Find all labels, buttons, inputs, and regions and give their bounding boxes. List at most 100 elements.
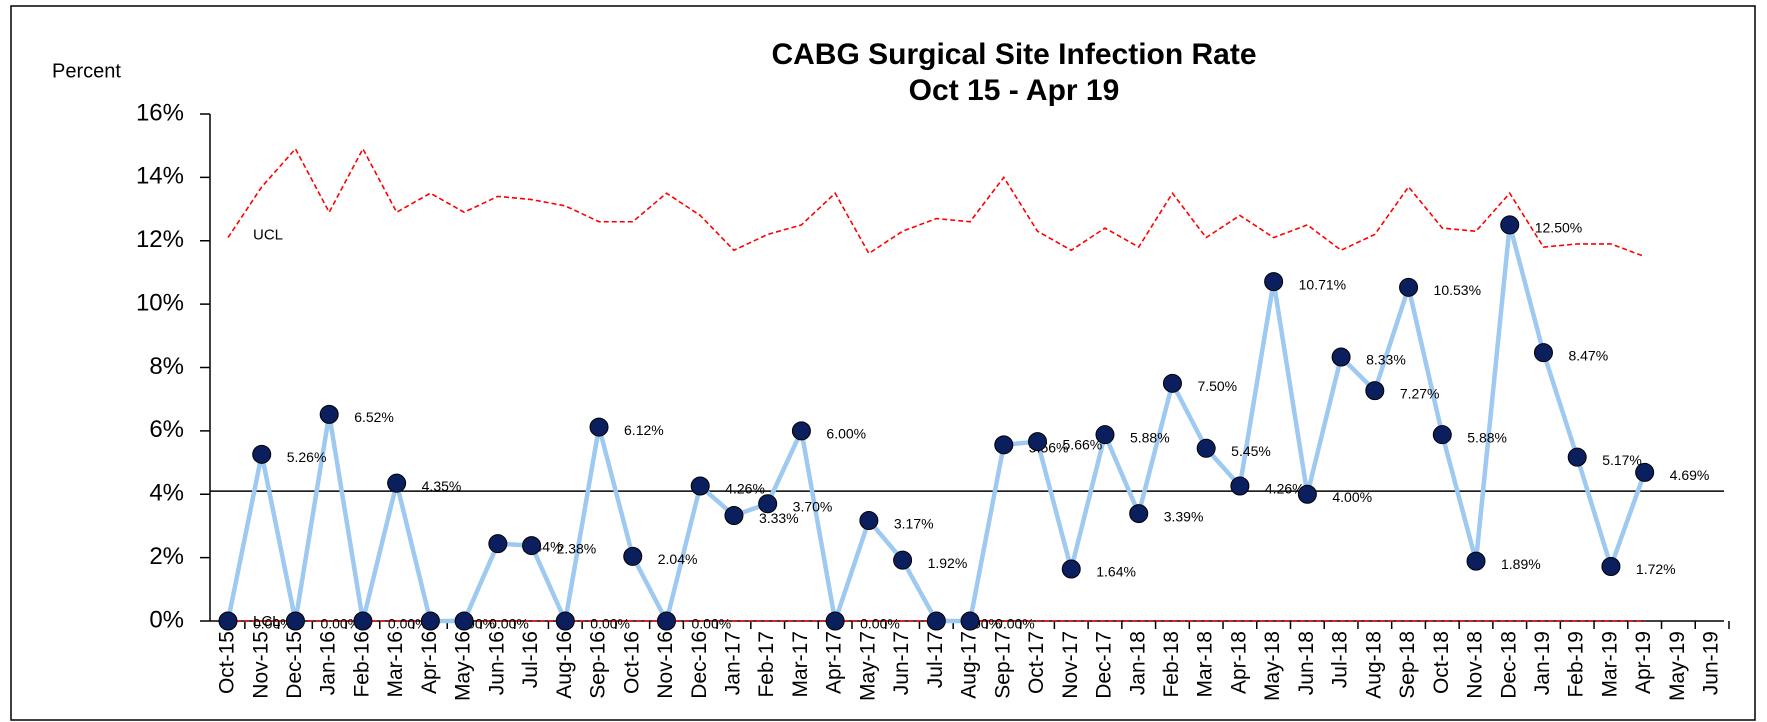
data-label: 0.00% <box>320 616 360 632</box>
data-point <box>1162 373 1182 393</box>
data-label: 3.33% <box>759 510 799 526</box>
x-tick-label: Mar-17 <box>789 631 812 698</box>
data-label: 6.52% <box>354 409 394 425</box>
data-label: 3.39% <box>1164 508 1204 524</box>
data-label: 10.53% <box>1434 282 1481 298</box>
data-point <box>1230 476 1250 496</box>
data-label: 0.00% <box>590 616 630 632</box>
x-tick-label: Sep-18 <box>1396 631 1419 699</box>
y-tick-label: 0% <box>149 606 184 633</box>
x-tick-label: Feb-18 <box>1160 631 1183 698</box>
data-point <box>724 505 744 525</box>
data-label: 4.35% <box>422 478 462 494</box>
data-label: 7.27% <box>1400 385 1440 401</box>
data-label: 6.00% <box>826 426 866 442</box>
data-point <box>488 534 508 554</box>
data-point <box>319 404 339 424</box>
data-point <box>1432 425 1452 445</box>
x-tick-label: Mar-18 <box>1194 631 1217 698</box>
x-tick-label: Apr-16 <box>418 631 441 694</box>
data-label: 8.47% <box>1568 347 1608 363</box>
data-label: 0.00% <box>253 616 293 632</box>
data-label: 10.71% <box>1299 276 1346 292</box>
data-point <box>623 546 643 566</box>
x-tick-label: Mar-16 <box>384 631 407 698</box>
data-label: 5.26% <box>287 449 327 465</box>
x-tick-label: Dec-17 <box>1093 631 1116 699</box>
x-tick-label: Jul-18 <box>1329 631 1352 688</box>
data-label: 0.00% <box>860 616 900 632</box>
data-point <box>522 536 542 556</box>
x-tick-label: Jun-19 <box>1700 631 1723 695</box>
data-point <box>1500 215 1520 235</box>
data-point <box>454 611 474 631</box>
x-tick-label: Dec-15 <box>283 631 306 699</box>
data-label: 1.89% <box>1501 556 1541 572</box>
x-tick-label: Aug-17 <box>958 631 981 699</box>
x-tick-label: Jan-16 <box>317 631 340 695</box>
y-tick-label: 8% <box>149 353 184 380</box>
data-label: 3.17% <box>894 515 934 531</box>
data-label: 1.72% <box>1636 561 1676 577</box>
data-point <box>1567 447 1587 467</box>
data-label: 5.88% <box>1130 429 1170 445</box>
x-tick-label: Apr-17 <box>823 631 846 694</box>
y-tick-label: 12% <box>136 226 184 253</box>
data-label: 5.88% <box>1467 429 1507 445</box>
data-label: 7.50% <box>1197 378 1237 394</box>
data-label: 5.17% <box>1602 452 1642 468</box>
x-tick-label: Mar-19 <box>1598 631 1621 698</box>
x-tick-label: Jun-16 <box>485 631 508 695</box>
y-tick-label: 16% <box>136 99 184 126</box>
data-point <box>1196 438 1216 458</box>
x-tick-label: Nov-15 <box>249 631 272 699</box>
y-tick-label: 4% <box>149 480 184 507</box>
data-label: 5.45% <box>1231 443 1271 459</box>
y-tick-label: 2% <box>149 543 184 570</box>
data-point <box>1095 425 1115 445</box>
x-tick-label: Oct-18 <box>1430 631 1453 694</box>
data-point <box>1466 551 1486 571</box>
x-tick-label: Jan-18 <box>1126 631 1149 695</box>
x-tick-label: Feb-17 <box>755 631 778 698</box>
data-point <box>859 511 879 531</box>
series-name: UCL <box>253 227 283 244</box>
data-label: 1.92% <box>928 555 968 571</box>
x-tick-label: Feb-19 <box>1565 631 1588 698</box>
data-label: 8.33% <box>1366 352 1406 368</box>
data-label: 4.00% <box>1332 489 1372 505</box>
x-tick-label: Jan-17 <box>721 631 744 695</box>
x-tick-label: Sep-17 <box>991 631 1014 699</box>
x-tick-label: Jul-16 <box>519 631 542 688</box>
x-tick-label: Dec-16 <box>688 631 711 699</box>
data-point <box>994 435 1014 455</box>
data-point <box>1297 484 1317 504</box>
x-tick-label: Aug-18 <box>1362 631 1385 699</box>
data-point <box>353 611 373 631</box>
data-point <box>1399 277 1419 297</box>
data-point <box>893 550 913 570</box>
series-name: LCL <box>253 613 281 630</box>
x-tick-label: Jan-19 <box>1531 631 1554 695</box>
x-tick-label: Jun-18 <box>1295 631 1318 695</box>
data-label: 12.50% <box>1535 220 1582 236</box>
data-point <box>555 611 575 631</box>
x-tick-label: May-18 <box>1261 631 1284 701</box>
x-tick-label: May-19 <box>1666 631 1689 701</box>
x-tick-label: Sep-16 <box>587 631 610 699</box>
data-point <box>589 417 609 437</box>
data-label: 4.69% <box>1670 467 1710 483</box>
x-tick-label: Nov-18 <box>1464 631 1487 699</box>
chart-title: CABG Surgical Site Infection Rate <box>771 38 1256 71</box>
x-tick-label: Oct-16 <box>620 631 643 694</box>
y-tick-label: 6% <box>149 416 184 443</box>
data-label: 3.70% <box>793 498 833 514</box>
data-point <box>791 421 811 441</box>
data-label: 4.26% <box>725 481 765 497</box>
data-point <box>1264 272 1284 292</box>
x-tick-label: Feb-16 <box>350 631 373 698</box>
data-point <box>1331 347 1351 367</box>
data-point <box>960 611 980 631</box>
data-point <box>758 494 778 514</box>
